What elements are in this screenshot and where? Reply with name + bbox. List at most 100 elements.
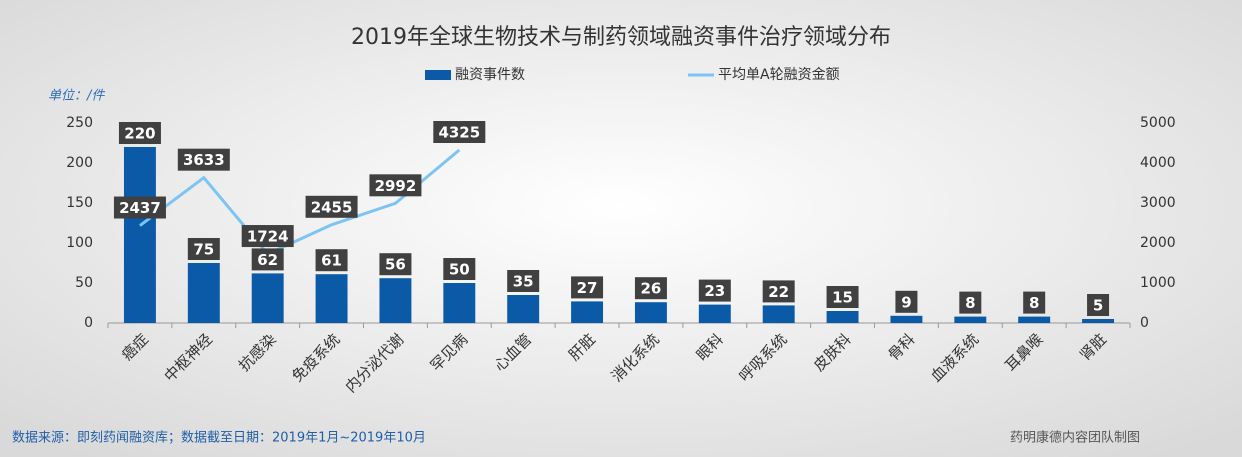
source: 数据来源：即刻药闻融资库；数据截至日期：2019年1月~2019年10月 (12, 430, 426, 446)
data-label-box (251, 248, 284, 271)
data-label-box (305, 195, 358, 218)
data-label: 1724 (241, 225, 294, 248)
data-label-box (698, 279, 731, 302)
y2-tick-label: 5000 (1140, 115, 1176, 131)
bar (1082, 319, 1115, 323)
data-label-box (507, 270, 540, 292)
y-unit: 单位：/件 (48, 88, 105, 104)
data-label-text: 61 (321, 252, 342, 270)
bar (315, 274, 348, 323)
data-label: 75 (187, 238, 220, 260)
data-label-text: 35 (513, 273, 534, 291)
data-label: 50 (443, 258, 476, 280)
data-label-text: 56 (385, 256, 406, 274)
data-label-text: 5 (1093, 297, 1103, 315)
data-label-box (895, 290, 918, 313)
data-label-text: 1724 (247, 228, 289, 246)
bar (762, 305, 795, 323)
legend-label: 融资事件数 (455, 67, 525, 83)
data-label-box (826, 286, 859, 308)
data-label: 22 (762, 280, 795, 303)
bar (634, 302, 667, 323)
bar (443, 283, 476, 323)
data-label-text: 4325 (438, 124, 480, 142)
data-label: 8 (959, 291, 982, 314)
data-label: 23 (698, 279, 731, 302)
data-label-box (113, 196, 166, 219)
data-label-box (571, 276, 604, 299)
data-label: 56 (379, 253, 412, 276)
data-label-box (187, 238, 220, 260)
y-tick-label: 0 (84, 315, 93, 331)
data-label-text: 23 (704, 282, 725, 300)
bar (954, 316, 987, 323)
bar (123, 147, 156, 323)
data-label-box (241, 225, 294, 248)
y2-tick-label: 0 (1140, 315, 1149, 331)
data-label-text: 75 (193, 241, 214, 259)
data-label-text: 22 (768, 283, 789, 301)
bar (187, 263, 220, 323)
data-label: 27 (571, 276, 604, 299)
y-tick-label: 50 (75, 275, 93, 291)
y-tick-label: 200 (66, 155, 93, 171)
data-label-box (1087, 294, 1110, 316)
data-label-text: 8 (1029, 294, 1039, 312)
data-label-box (1023, 291, 1046, 314)
data-label-text: 9 (901, 293, 911, 311)
data-label-text: 26 (641, 280, 662, 298)
bar (826, 311, 859, 323)
data-label: 8 (1023, 291, 1046, 314)
data-label-text: 8 (965, 294, 975, 312)
data-label-text: 50 (449, 261, 470, 279)
data-label: 5 (1087, 294, 1110, 316)
data-label-box (118, 122, 161, 144)
data-label: 15 (826, 286, 859, 308)
y2-tick-label: 1000 (1140, 275, 1176, 291)
data-label-box (379, 253, 412, 276)
bar (507, 295, 540, 323)
bar (251, 273, 284, 323)
data-label-text: 15 (832, 289, 853, 307)
data-label-text: 220 (124, 125, 155, 143)
y2-tick-label: 3000 (1140, 195, 1176, 211)
data-label-text: 3633 (183, 151, 225, 169)
data-label-box (959, 291, 982, 314)
y2-tick-label: 4000 (1140, 155, 1176, 171)
data-label-box (433, 121, 486, 143)
bar (1018, 316, 1051, 323)
y-tick-label: 250 (66, 115, 93, 131)
bar (571, 301, 604, 323)
data-label-box (315, 249, 348, 272)
chart-title: 2019年全球生物技术与制药领域融资事件治疗领域分布 (351, 25, 891, 50)
data-label: 2437 (113, 196, 166, 219)
bar (379, 278, 412, 323)
data-label: 9 (895, 290, 918, 313)
data-label: 62 (251, 248, 284, 271)
data-label: 2992 (369, 174, 422, 197)
credit: 药明康德内容团队制图 (1010, 430, 1140, 446)
data-label: 4325 (433, 121, 486, 143)
data-label-text: 2992 (375, 177, 417, 195)
y2-tick-label: 2000 (1140, 235, 1176, 251)
bar (698, 304, 731, 323)
y-tick-label: 100 (66, 235, 93, 251)
y-tick-label: 150 (66, 195, 93, 211)
data-label: 61 (315, 249, 348, 272)
data-label: 26 (634, 277, 667, 300)
data-label: 2455 (305, 195, 358, 218)
data-label: 35 (507, 270, 540, 292)
data-label-box (177, 148, 230, 171)
data-label-text: 27 (577, 279, 598, 297)
data-label-box (762, 280, 795, 303)
data-label-box (369, 174, 422, 197)
legend-swatch (425, 70, 451, 80)
data-label: 3633 (177, 148, 230, 171)
data-label-text: 2437 (119, 199, 161, 217)
data-label-box (443, 258, 476, 280)
data-label-box (634, 277, 667, 300)
legend-label: 平均单A轮融资金额 (718, 67, 840, 83)
data-label-text: 62 (257, 251, 278, 269)
